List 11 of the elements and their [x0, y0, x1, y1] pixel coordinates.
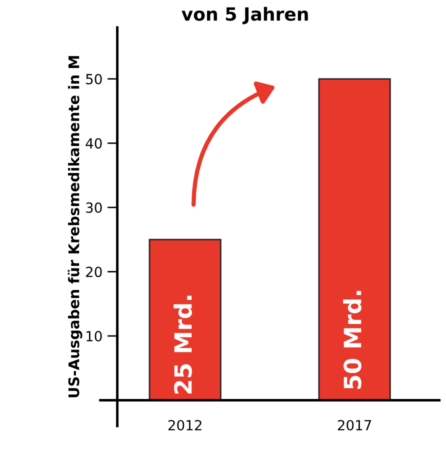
data-label: 50 Mrd. — [343, 290, 362, 389]
data-label: 25 Mrd. — [174, 296, 192, 394]
y-tick-label: 40 — [86, 138, 102, 149]
x-tick-label: 2017 — [338, 420, 372, 430]
chart-title: von 5 Jahren — [182, 6, 308, 24]
y-axis-title: US-Ausgaben für Krebsmedikamente in M — [68, 56, 82, 398]
y-tick-label: 50 — [86, 74, 102, 84]
y-tick-label: 20 — [86, 266, 102, 278]
y-tick-label: 30 — [86, 202, 102, 213]
y-tick-label: 10 — [86, 330, 102, 342]
x-tick-label: 2012 — [168, 420, 202, 430]
